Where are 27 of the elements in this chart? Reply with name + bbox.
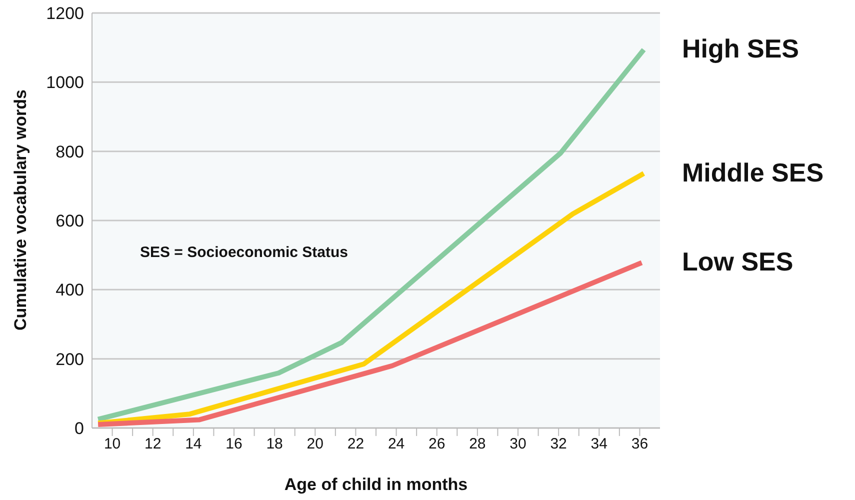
y-tick-label: 600 bbox=[56, 212, 84, 231]
series-label: Middle SES bbox=[682, 157, 824, 188]
x-tick-label: 10 bbox=[104, 436, 121, 453]
x-tick-label: 30 bbox=[510, 436, 526, 453]
x-tick-label: 26 bbox=[428, 436, 446, 453]
x-tick-label: 34 bbox=[590, 436, 608, 453]
annotation: SES = Socioeconomic Status bbox=[140, 244, 348, 261]
y-axis-title: Cumulative vocabulary words bbox=[11, 90, 30, 330]
y-tick-label: 0 bbox=[74, 419, 84, 438]
y-tick-label: 1200 bbox=[46, 4, 84, 24]
y-tick-label: 1000 bbox=[46, 73, 84, 92]
y-tick-label: 800 bbox=[56, 142, 84, 162]
x-tick-label: 24 bbox=[388, 436, 405, 453]
x-tick-label: 36 bbox=[631, 436, 648, 453]
x-tick-label: 32 bbox=[550, 436, 567, 453]
y-tick-label: 400 bbox=[56, 280, 84, 300]
x-tick-label: 20 bbox=[306, 436, 324, 453]
x-tick-label: 18 bbox=[266, 436, 283, 453]
series-label: Low SES bbox=[682, 246, 794, 277]
x-tick-label: 12 bbox=[144, 436, 162, 453]
x-axis-title: Age of child in months bbox=[284, 475, 468, 494]
y-tick-label: 200 bbox=[56, 350, 84, 369]
x-tick-label: 28 bbox=[469, 436, 486, 453]
series-label: High SES bbox=[682, 34, 800, 64]
x-tick-label: 22 bbox=[347, 436, 364, 453]
x-tick-label: 14 bbox=[185, 436, 202, 453]
x-tick-label: 16 bbox=[226, 436, 242, 453]
